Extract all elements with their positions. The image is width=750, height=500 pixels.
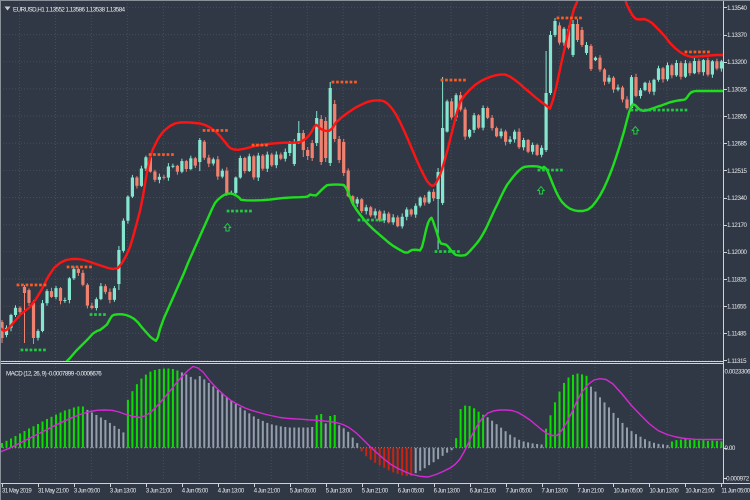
svg-text:10 Jun 05:00: 10 Jun 05:00 bbox=[614, 488, 644, 494]
svg-text:3 Jun 21:00: 3 Jun 21:00 bbox=[146, 488, 173, 494]
svg-text:5 Jun 05:00: 5 Jun 05:00 bbox=[290, 488, 317, 494]
svg-text:1.13370: 1.13370 bbox=[727, 32, 748, 39]
svg-text:1.12170: 1.12170 bbox=[727, 222, 748, 229]
svg-text:3 Jun 13:00: 3 Jun 13:00 bbox=[110, 488, 137, 494]
svg-text:4 Jun 13:00: 4 Jun 13:00 bbox=[218, 488, 245, 494]
svg-text:4 Jun 21:00: 4 Jun 21:00 bbox=[254, 488, 281, 494]
svg-text:5 Jun 13:00: 5 Jun 13:00 bbox=[326, 488, 353, 494]
svg-text:31 May 2019: 31 May 2019 bbox=[2, 488, 32, 494]
svg-text:31 May 21:00: 31 May 21:00 bbox=[38, 488, 70, 494]
svg-text:1.12340: 1.12340 bbox=[727, 195, 748, 202]
svg-text:MACD (12, 26, 9) -0.0007899 -: MACD (12, 26, 9) -0.0007899 -0.0006676 bbox=[6, 371, 102, 378]
svg-text:7 Jun 21:00: 7 Jun 21:00 bbox=[578, 488, 605, 494]
svg-text:4 Jun 05:00: 4 Jun 05:00 bbox=[182, 488, 209, 494]
svg-text:11 Jun 05:00: 11 Jun 05:00 bbox=[721, 488, 750, 494]
svg-text:0.0023306: 0.0023306 bbox=[725, 368, 750, 375]
svg-text:1.12855: 1.12855 bbox=[727, 113, 748, 120]
svg-text:7 Jun 13:00: 7 Jun 13:00 bbox=[542, 488, 569, 494]
svg-text:EURUSD,H1 1.13552 1.13586 1.1: EURUSD,H1 1.13552 1.13586 1.13538 1.1358… bbox=[13, 7, 126, 14]
svg-text:1.11655: 1.11655 bbox=[727, 304, 747, 311]
svg-text:-0.000972: -0.000972 bbox=[725, 475, 750, 482]
svg-text:1.11825: 1.11825 bbox=[727, 276, 747, 283]
svg-text:5 Jun 21:00: 5 Jun 21:00 bbox=[362, 488, 389, 494]
svg-text:1.11315: 1.11315 bbox=[727, 358, 747, 365]
svg-text:1.13540: 1.13540 bbox=[727, 5, 748, 12]
svg-text:1.13200: 1.13200 bbox=[727, 59, 748, 66]
svg-text:1.11485: 1.11485 bbox=[727, 331, 747, 338]
svg-text:6 Jun 05:00: 6 Jun 05:00 bbox=[398, 488, 425, 494]
svg-text:3 Jun 05:00: 3 Jun 05:00 bbox=[74, 488, 101, 494]
svg-text:1.13025: 1.13025 bbox=[727, 86, 748, 93]
svg-text:10 Jun 21:00: 10 Jun 21:00 bbox=[685, 488, 715, 494]
svg-text:1.12000: 1.12000 bbox=[727, 249, 748, 256]
svg-text:7 Jun 05:00: 7 Jun 05:00 bbox=[506, 488, 533, 494]
svg-text:10 Jun 13:00: 10 Jun 13:00 bbox=[650, 488, 680, 494]
svg-text:1.12515: 1.12515 bbox=[727, 168, 748, 175]
svg-text:0.00: 0.00 bbox=[725, 445, 736, 452]
svg-text:1.12685: 1.12685 bbox=[727, 141, 748, 148]
svg-text:6 Jun 21:00: 6 Jun 21:00 bbox=[470, 488, 497, 494]
svg-text:6 Jun 13:00: 6 Jun 13:00 bbox=[434, 488, 461, 494]
